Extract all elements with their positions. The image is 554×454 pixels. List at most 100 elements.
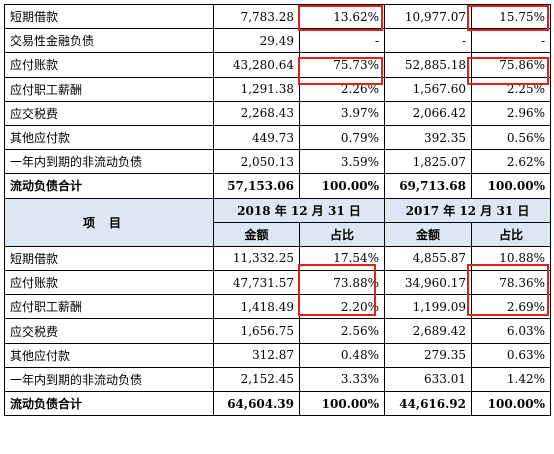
amount-cell: 2,268.43 <box>213 100 300 126</box>
amount-cell: 29.49 <box>213 28 300 54</box>
year-2018-header: 2018 年 12 月 31 日 <box>213 197 385 223</box>
amount-cell: 57,153.06 <box>213 173 300 199</box>
ratio-cell: 2.56% <box>299 318 385 344</box>
row-label: 交易性金融负债 <box>4 28 214 54</box>
ratio-cell: 100.00% <box>471 173 551 199</box>
row-label: 其他应付款 <box>4 124 214 151</box>
amount-cell: 312.87 <box>213 342 300 368</box>
ratio-cell: 100.00% <box>471 390 551 417</box>
amount-cell: 2,689.42 <box>384 318 472 344</box>
ratio-cell: 2.69% <box>471 294 551 320</box>
ratio-cell: 78.36% <box>471 270 551 296</box>
table-row: 应付账款 43,280.64 75.73% 52,885.18 75.86% <box>4 52 551 78</box>
amount-cell: 52,885.18 <box>384 52 472 78</box>
table-row: 短期借款 7,783.28 13.62% 10,977.07 15.75% <box>4 3 551 30</box>
amount-header: 金额 <box>384 221 472 247</box>
table-row: 其他应付款 449.73 0.79% 392.35 0.56% <box>4 124 551 151</box>
amount-cell: 1,199.09 <box>384 294 472 320</box>
table-row: 应付账款 47,731.57 73.88% 34,960.17 78.36% <box>4 270 551 296</box>
ratio-cell: 2.25% <box>471 76 551 102</box>
amount-cell: 43,280.64 <box>213 52 300 78</box>
table-row: 应付职工薪酬 1,291.38 2.26% 1,567.60 2.25% <box>4 76 551 102</box>
row-label: 一年内到期的非流动负债 <box>4 149 214 175</box>
ratio-cell: - <box>471 28 551 54</box>
ratio-cell: 73.88% <box>299 270 385 296</box>
ratio-cell: 2.26% <box>299 76 385 102</box>
ratio-cell: 2.20% <box>299 294 385 320</box>
ratio-cell: 1.42% <box>471 366 551 393</box>
amount-cell: 69,713.68 <box>384 173 472 199</box>
ratio-cell: 13.62% <box>299 3 385 30</box>
ratio-cell: 0.56% <box>471 124 551 151</box>
ratio-cell: 75.86% <box>471 52 551 78</box>
ratio-cell: 100.00% <box>299 173 385 199</box>
amount-cell: 392.35 <box>384 124 472 151</box>
amount-header: 金额 <box>213 221 300 247</box>
row-label: 应付账款 <box>4 52 214 78</box>
amount-cell: 1,656.75 <box>213 318 300 344</box>
table-row: 一年内到期的非流动负债 2,050.13 3.59% 1,825.07 2.62… <box>4 149 551 175</box>
row-label: 一年内到期的非流动负债 <box>4 366 214 393</box>
ratio-cell: 15.75% <box>471 3 551 30</box>
row-label: 短期借款 <box>4 245 214 272</box>
ratio-header: 占比 <box>471 221 551 247</box>
amount-cell: 11,332.25 <box>213 245 300 272</box>
ratio-cell: 3.97% <box>299 100 385 126</box>
amount-cell: 44,616.92 <box>384 390 472 417</box>
ratio-cell: 0.48% <box>299 342 385 368</box>
header-row: 金额 占比 金额 占比 <box>5 221 551 247</box>
amount-cell: 34,960.17 <box>384 270 472 296</box>
row-label: 应付职工薪酬 <box>4 294 214 320</box>
amount-cell: 449.73 <box>213 124 300 151</box>
table-row: 应交税费 2,268.43 3.97% 2,066.42 2.96% <box>4 100 551 126</box>
table-row: 应付职工薪酬 1,418.49 2.20% 1,199.09 2.69% <box>4 294 551 320</box>
ratio-cell: 2.62% <box>471 149 551 175</box>
amount-cell: 64,604.39 <box>213 390 300 417</box>
row-label: 其他应付款 <box>4 342 214 368</box>
item-column-header: 项目 <box>4 197 214 247</box>
amount-cell: 1,291.38 <box>213 76 300 102</box>
total-row: 流动负债合计 64,604.39 100.00% 44,616.92 100.0… <box>4 390 551 417</box>
year-2017-header: 2017 年 12 月 31 日 <box>384 197 551 223</box>
amount-cell: 7,783.28 <box>213 3 300 30</box>
header-row: 项目 2018 年 12 月 31 日 2017 年 12 月 31 日 <box>4 197 551 247</box>
table-row: 短期借款 11,332.25 17.54% 4,855.87 10.88% <box>4 245 551 272</box>
amount-cell: 1,418.49 <box>213 294 300 320</box>
row-label: 应交税费 <box>4 100 214 126</box>
table-row: 应交税费 1,656.75 2.56% 2,689.42 6.03% <box>4 318 551 344</box>
ratio-cell: 2.96% <box>471 100 551 126</box>
ratio-cell: 6.03% <box>471 318 551 344</box>
amount-cell: 1,825.07 <box>384 149 472 175</box>
amount-cell: 2,152.45 <box>213 366 300 393</box>
row-label: 流动负债合计 <box>4 173 214 199</box>
ratio-cell: 75.73% <box>299 52 385 78</box>
table-row: 一年内到期的非流动负债 2,152.45 3.33% 633.01 1.42% <box>4 366 551 393</box>
ratio-cell: 17.54% <box>299 245 385 272</box>
table-row: 其他应付款 312.87 0.48% 279.35 0.63% <box>4 342 551 368</box>
amount-cell: 633.01 <box>384 366 472 393</box>
row-label: 应付职工薪酬 <box>4 76 214 102</box>
ratio-cell: 3.33% <box>299 366 385 393</box>
row-label: 应付账款 <box>4 270 214 296</box>
ratio-cell: 0.63% <box>471 342 551 368</box>
amount-cell: 1,567.60 <box>384 76 472 102</box>
ratio-cell: - <box>299 28 385 54</box>
row-label: 短期借款 <box>4 3 214 30</box>
amount-cell: 279.35 <box>384 342 472 368</box>
amount-cell: 2,066.42 <box>384 100 472 126</box>
amount-cell: 4,855.87 <box>384 245 472 272</box>
row-label: 应交税费 <box>4 318 214 344</box>
amount-cell: 10,977.07 <box>384 3 472 30</box>
row-label: 流动负债合计 <box>4 390 214 417</box>
amount-cell: - <box>384 28 472 54</box>
ratio-cell: 100.00% <box>299 390 385 417</box>
current-liabilities-table: 短期借款 7,783.28 13.62% 10,977.07 15.75% 交易… <box>4 3 551 417</box>
ratio-cell: 10.88% <box>471 245 551 272</box>
ratio-header: 占比 <box>299 221 385 247</box>
table-row: 交易性金融负债 29.49 - - - <box>4 28 551 54</box>
ratio-cell: 0.79% <box>299 124 385 151</box>
ratio-cell: 3.59% <box>299 149 385 175</box>
amount-cell: 47,731.57 <box>213 270 300 296</box>
amount-cell: 2,050.13 <box>213 149 300 175</box>
